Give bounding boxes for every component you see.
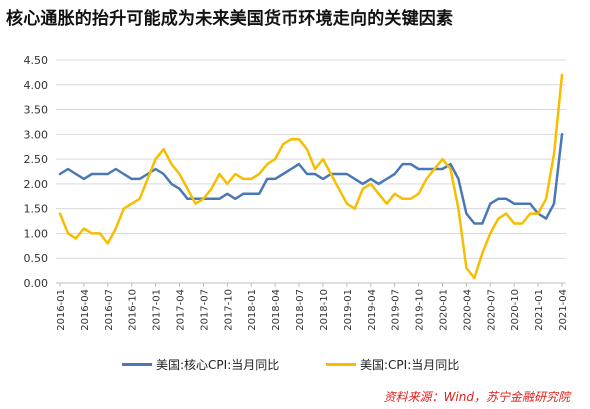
x-tick-label: 2019-10 [415, 289, 426, 331]
x-tick-label: 2020-10 [510, 289, 521, 331]
series-line-cpi [58, 73, 564, 280]
x-tick-label: 2016-04 [80, 289, 91, 331]
x-tick-label: 2019-01 [343, 289, 354, 331]
legend-swatch-core-cpi [122, 363, 152, 366]
legend-item-core-cpi: 美国:核心CPI:当月同比 [122, 356, 279, 373]
y-tick-label: 2.00 [24, 178, 49, 191]
legend-swatch-cpi [326, 363, 356, 366]
series-line-core-cpi [58, 133, 564, 225]
y-tick-label: 0.00 [24, 277, 49, 290]
x-tick-label: 2021-04 [558, 289, 569, 331]
y-tick-label: 3.50 [24, 104, 49, 117]
y-tick-label: 1.00 [24, 227, 49, 240]
x-tick-label: 2016-07 [104, 289, 115, 331]
y-tick-label: 0.50 [24, 252, 49, 265]
x-tick-label: 2020-07 [486, 289, 497, 331]
x-tick-label: 2018-04 [271, 289, 282, 331]
x-tick-label: 2017-07 [199, 289, 210, 331]
x-tick-label: 2020-04 [462, 289, 473, 331]
legend-label-cpi: 美国:CPI:当月同比 [360, 358, 460, 372]
y-tick-label: 4.50 [24, 54, 49, 67]
x-tick-label: 2017-04 [176, 289, 187, 331]
x-tick-label: 2018-07 [295, 289, 306, 331]
y-tick-label: 1.50 [24, 203, 49, 216]
source-note: 资料来源：Wind，苏宁金融研究院 [383, 390, 570, 404]
legend-item-cpi: 美国:CPI:当月同比 [326, 356, 459, 373]
y-tick-label: 4.00 [24, 79, 49, 92]
x-tick-label: 2019-04 [367, 289, 378, 331]
legend-label-core-cpi: 美国:核心CPI:当月同比 [156, 358, 280, 372]
x-tick-label: 2019-07 [391, 289, 402, 331]
x-tick-label: 2021-01 [534, 289, 545, 331]
x-tick-label: 2018-10 [319, 289, 330, 331]
x-tick-label: 2017-10 [223, 289, 234, 331]
y-tick-label: 2.50 [24, 153, 49, 166]
x-tick-label: 2016-01 [56, 289, 67, 331]
x-tick-label: 2020-01 [438, 289, 449, 331]
x-tick-label: 2017-01 [152, 289, 163, 331]
chart-title: 核心通胀的抬升可能成为未来美国货币环境走向的关键因素 [6, 9, 454, 29]
y-tick-label: 3.00 [24, 128, 49, 141]
x-tick-label: 2018-01 [247, 289, 258, 331]
x-tick-label: 2016-10 [128, 289, 139, 331]
